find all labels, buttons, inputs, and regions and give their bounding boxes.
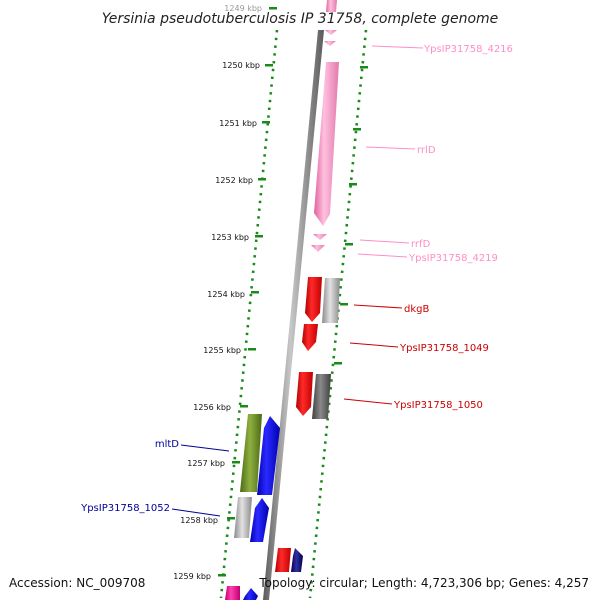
rrlD-gene	[314, 62, 339, 226]
dark-gene	[312, 374, 331, 419]
tick-1253: 1253 kbp	[211, 233, 263, 242]
tick-1254: 1254 kbp	[207, 290, 259, 299]
gene-label: rrfD	[411, 239, 431, 250]
blue-gene	[243, 588, 258, 600]
tick-1252: 1252 kbp	[215, 176, 266, 185]
tick-label: 1249 kbp	[224, 4, 262, 13]
tick-1258: 1258 kbp	[180, 516, 235, 525]
tick-label: 1252 kbp	[215, 176, 253, 185]
accession-text: Accession: NC_009708	[9, 576, 145, 590]
tick-1255: 1255 kbp	[203, 346, 256, 355]
gene-label: mltD	[155, 439, 179, 450]
tick-1257: 1257 kbp	[187, 459, 240, 468]
red-gene	[275, 548, 291, 572]
tick-1256: 1256 kbp	[193, 403, 248, 412]
gene-label: YpsIP31758_4219	[408, 253, 498, 264]
mltD-gene	[240, 414, 262, 492]
gene-label: YpsIP31758_1052	[80, 503, 170, 514]
rna-gene-top	[326, 0, 337, 12]
protein-features	[225, 277, 340, 600]
YpsIP31758_1049-gene	[302, 324, 318, 351]
topology-text: Topology: circular; Length: 4,723,306 bp…	[258, 576, 589, 590]
gene-label: YpsIP31758_1050	[393, 400, 483, 411]
YpsIP31758_1052-gene	[234, 497, 252, 538]
red-gene	[305, 277, 322, 322]
tick-1259: 1259 kbp	[173, 572, 226, 581]
tick-1251: 1251 kbp	[219, 119, 270, 128]
tick-1249: 1249 kbp	[224, 4, 277, 13]
gene-labels: YpsIP31758_4216 rrlD rrfD YpsIP31758_421…	[80, 44, 513, 514]
gene-label: rrlD	[417, 145, 436, 156]
blue-gene	[250, 498, 269, 542]
outer-ticks	[334, 66, 368, 365]
tick-1250: 1250 kbp	[222, 61, 273, 70]
leader-lines	[171, 45, 424, 517]
rrfD-gene	[313, 234, 327, 240]
tick-label: 1259 kbp	[173, 572, 211, 581]
gene-label: YpsIP31758_4216	[423, 44, 513, 55]
gene-label: YpsIP31758_1049	[399, 343, 489, 354]
rna-arrow	[325, 30, 337, 35]
dkgB-gene	[322, 278, 340, 323]
outer-track-border	[308, 29, 368, 599]
blue-gene	[257, 416, 280, 495]
rna-gene-4219	[311, 245, 325, 252]
tick-label: 1251 kbp	[219, 119, 257, 128]
navy-gene	[291, 548, 303, 572]
tick-label: 1255 kbp	[203, 346, 241, 355]
genome-title: Yersinia pseudotuberculosis IP 31758, co…	[102, 11, 499, 27]
tick-label: 1258 kbp	[180, 516, 218, 525]
rna-features	[311, 0, 339, 252]
tick-label: 1253 kbp	[211, 233, 249, 242]
scale-ticks: 1249 kbp 1250 kbp 1251 kbp 1252 kbp 1253…	[173, 4, 277, 581]
tick-label: 1257 kbp	[187, 459, 225, 468]
gene-label: dkgB	[404, 304, 429, 315]
inner-track-border	[219, 29, 279, 599]
tick-label: 1254 kbp	[207, 290, 245, 299]
rna-arrow	[324, 41, 336, 46]
magenta-gene	[225, 586, 240, 600]
YpsIP31758_1050-gene	[296, 372, 313, 416]
tick-label: 1256 kbp	[193, 403, 231, 412]
tick-label: 1250 kbp	[222, 61, 260, 70]
genome-backbone	[263, 30, 324, 600]
